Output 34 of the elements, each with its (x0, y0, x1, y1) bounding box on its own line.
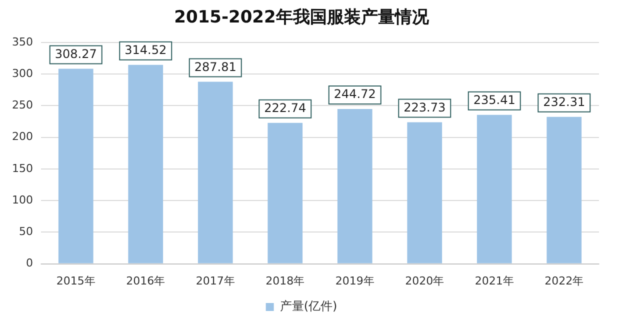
bar (198, 82, 233, 264)
y-tick-label: 150 (12, 162, 33, 175)
x-tick-label: 2022年 (544, 274, 584, 288)
data-label: 235.41 (473, 93, 516, 108)
x-tick-label: 2015年 (56, 274, 96, 288)
bar (407, 122, 442, 264)
data-label: 308.27 (54, 46, 97, 61)
bar (476, 114, 512, 264)
y-tick-label: 50 (18, 225, 33, 238)
legend-label: 产量(亿件) (280, 299, 338, 314)
bar (128, 64, 164, 264)
x-tick-label: 2021年 (474, 274, 514, 288)
bar (58, 68, 94, 264)
y-tick-label: 300 (12, 66, 33, 80)
y-tick-label: 200 (12, 130, 33, 144)
data-label: 232.31 (543, 94, 586, 109)
x-tick-label: 2019年 (335, 274, 374, 288)
bar (337, 108, 372, 264)
data-label: 314.52 (124, 42, 167, 57)
data-label: 244.72 (334, 87, 376, 102)
y-tick-label: 350 (12, 35, 33, 48)
y-tick-label: 250 (12, 98, 33, 112)
x-tick-label: 2020年 (405, 274, 444, 288)
y-tick-label: 0 (26, 256, 33, 270)
data-label: 287.81 (194, 60, 236, 74)
data-label: 223.73 (404, 100, 446, 114)
bar (546, 116, 582, 264)
bar (268, 122, 303, 264)
data-label: 222.74 (264, 101, 306, 116)
x-tick-label: 2016年 (126, 274, 166, 288)
x-tick-label: 2018年 (266, 274, 305, 288)
x-tick-label: 2017年 (196, 274, 235, 288)
chart-title: 2015-2022年我国服装产量情况 (174, 8, 430, 28)
y-tick-label: 100 (12, 193, 33, 206)
